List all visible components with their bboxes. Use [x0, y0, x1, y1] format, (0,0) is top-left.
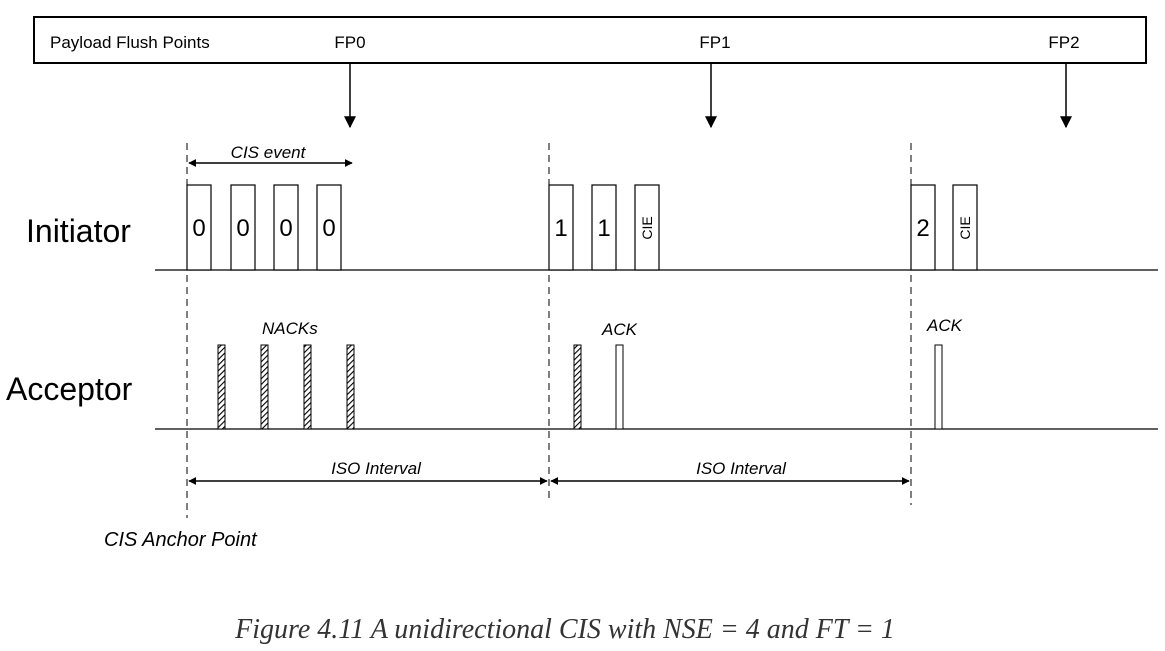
ack-label-2: ACK: [926, 316, 963, 335]
initiator-packet-cie: CIE: [952, 184, 978, 271]
initiator-packets: 0 0 0 0 1 1 CIE 2: [186, 184, 978, 271]
nack-bar: [260, 344, 269, 430]
nack-bar: [346, 344, 355, 430]
initiator-packet-cie: CIE: [634, 184, 660, 271]
initiator-label: Initiator: [26, 213, 131, 249]
initiator-packet-label: 0: [236, 215, 249, 242]
initiator-packet-label: 0: [192, 215, 205, 242]
acceptor-label: Acceptor: [6, 371, 133, 407]
nacks-label: NACKs: [262, 319, 318, 338]
ack-bar: [934, 344, 943, 430]
initiator-packet: 1: [591, 184, 617, 271]
initiator-packet-label: 0: [279, 215, 292, 242]
initiator-packet-label: 2: [916, 215, 929, 242]
initiator-packet: 0: [230, 184, 256, 271]
iso-interval-1-label: ISO Interval: [331, 459, 422, 478]
flush-points-label: Payload Flush Points: [50, 33, 210, 52]
initiator-packet: 0: [186, 184, 212, 271]
iso-interval-2-label: ISO Interval: [696, 459, 787, 478]
figure-caption: Figure 4.11 A unidirectional CIS with NS…: [234, 614, 895, 645]
ack-label-1: ACK: [601, 320, 638, 339]
initiator-packet: 1: [548, 184, 574, 271]
anchor-point-label: CIS Anchor Point: [104, 529, 258, 551]
flush-point-1-label: FP1: [699, 33, 730, 52]
flush-point-2-label: FP2: [1048, 33, 1079, 52]
initiator-packet-label: 0: [322, 215, 335, 242]
initiator-packet-label: CIE: [957, 216, 973, 239]
acceptor-responses: [217, 344, 943, 430]
initiator-packet-label: CIE: [639, 216, 655, 239]
nack-bar: [217, 344, 226, 430]
initiator-packet-label: 1: [597, 215, 610, 242]
initiator-packet: 0: [273, 184, 299, 271]
flush-points-bar: [33, 16, 1147, 64]
initiator-packet: 0: [316, 184, 342, 271]
initiator-packet: 2: [910, 184, 936, 271]
flush-point-0-label: FP0: [334, 33, 365, 52]
cis-event-label: CIS event: [231, 143, 307, 162]
nack-bar: [303, 344, 312, 430]
initiator-packet-label: 1: [554, 215, 567, 242]
nack-bar: [573, 344, 582, 430]
ack-bar: [615, 344, 624, 430]
